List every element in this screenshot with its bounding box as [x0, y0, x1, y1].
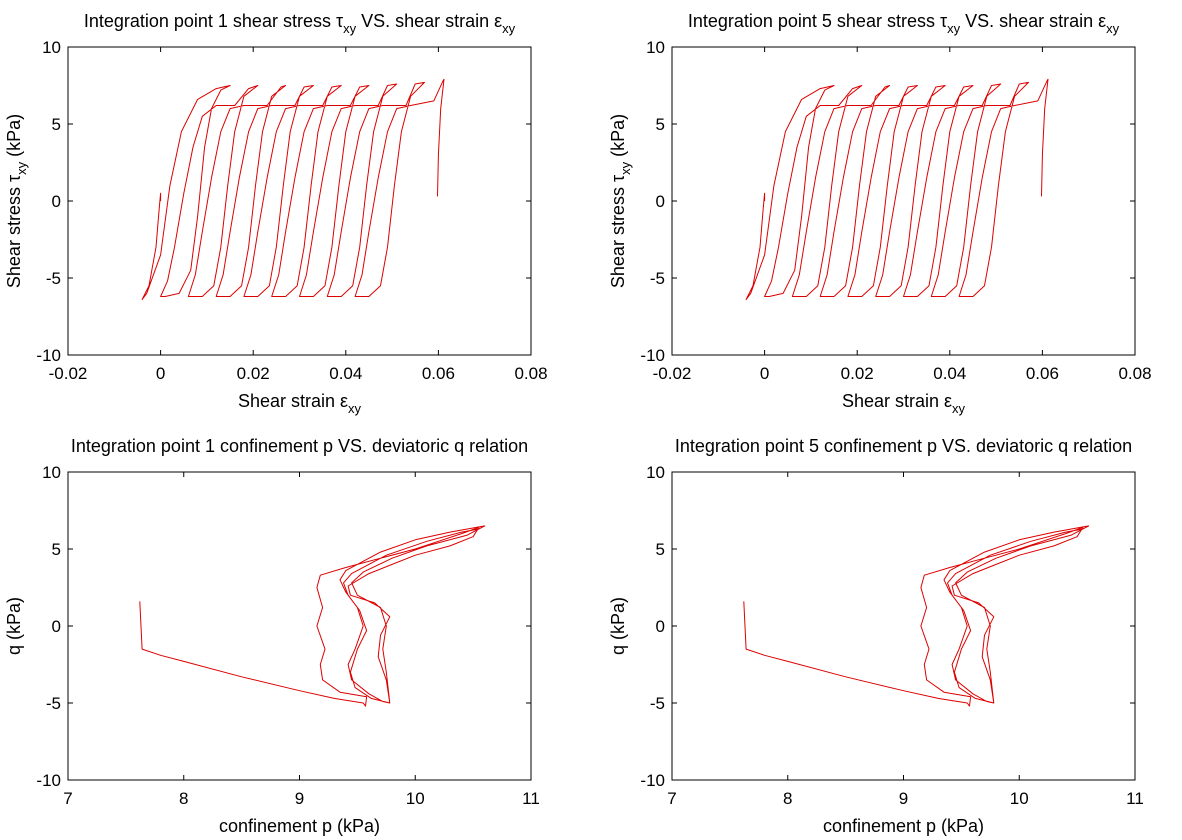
y-tick-label: -5	[46, 694, 61, 713]
text-part: Integration point 1 shear stress	[84, 11, 336, 31]
text-part: ε	[944, 391, 952, 411]
axes-frame	[671, 46, 1136, 356]
text-part: τ	[336, 11, 343, 31]
text-part: (kPa)	[4, 114, 24, 162]
x-tick-label: 7	[667, 789, 676, 808]
text-part: confinement p (kPa)	[219, 816, 380, 836]
x-axis-label: Shear strain εxy	[238, 391, 362, 416]
y-tick-label: 5	[52, 115, 61, 134]
axes-frame	[671, 471, 1136, 781]
x-tick-label: -0.02	[49, 364, 88, 383]
subscript-text: xy	[618, 161, 633, 175]
y-tick-label: -5	[650, 269, 665, 288]
chart-panel-p-q-relation-ip5: 7 8 9 10 11 -10 -5 0 5 10 Integration point 5 conf…	[608, 436, 1144, 836]
y-tick-label: 10	[646, 463, 665, 482]
x-tick-label: 9	[899, 789, 908, 808]
y-tick-label: 0	[656, 192, 665, 211]
y-tick-label: 5	[656, 540, 665, 559]
x-axis-label: confinement p (kPa)	[219, 816, 380, 836]
chart-title: Integration point 5 shear stress τxy VS.…	[688, 11, 1120, 36]
y-tick-label: 5	[52, 540, 61, 559]
y-tick-label: -10	[640, 346, 665, 365]
x-tick-label: 0.08	[1118, 364, 1151, 383]
x-tick-label: 0.02	[237, 364, 270, 383]
x-tick-label: 10	[1010, 789, 1029, 808]
text-part: Shear stress	[4, 182, 24, 288]
y-tick-label: -10	[36, 346, 61, 365]
data-series-line	[745, 78, 1049, 301]
text-part: ε	[1098, 11, 1106, 31]
data-series-line	[139, 525, 486, 707]
text-part: VS. shear strain	[356, 11, 494, 31]
subscript-text: xy	[952, 401, 966, 416]
text-part: Shear strain	[842, 391, 944, 411]
text-part: confinement p (kPa)	[823, 816, 984, 836]
subscript-text: xy	[502, 21, 516, 36]
x-tick-label: 8	[783, 789, 792, 808]
text-part: τ	[940, 11, 947, 31]
y-tick-label: 0	[52, 617, 61, 636]
y-tick-label: -10	[640, 771, 665, 790]
text-part: Integration point 1 confinement p VS. de…	[71, 436, 528, 456]
data-series-line	[743, 525, 1090, 707]
subscript-text: xy	[14, 161, 29, 175]
x-tick-label: 0	[760, 364, 769, 383]
text-part: Integration point 5 confinement p VS. de…	[675, 436, 1132, 456]
x-tick-label: 0.04	[933, 364, 966, 383]
subscript-text: xy	[343, 21, 357, 36]
x-tick-label: 0.02	[841, 364, 874, 383]
y-axis-label: Shear stress τxy (kPa)	[608, 114, 633, 288]
y-tick-label: 10	[42, 463, 61, 482]
y-tick-label: 0	[52, 192, 61, 211]
chart-title: Integration point 5 confinement p VS. de…	[675, 436, 1132, 456]
text-part: VS. shear strain	[960, 11, 1098, 31]
x-tick-label: 10	[406, 789, 425, 808]
text-part: Shear strain	[238, 391, 340, 411]
subscript-text: xy	[348, 401, 362, 416]
chart-title: Integration point 1 confinement p VS. de…	[71, 436, 528, 456]
text-part: q (kPa)	[4, 597, 24, 655]
text-part: Integration point 5 shear stress	[688, 11, 940, 31]
data-series-line	[141, 78, 445, 301]
chart-panel-shear-stress-strain-ip1: -0.02 0 0.02 0.04 0.06 0.08 -10 -5 0 5 10 Integrati…	[4, 11, 548, 416]
text-part: ε	[494, 11, 502, 31]
x-tick-label: 0.08	[514, 364, 547, 383]
subscript-text: xy	[1106, 21, 1120, 36]
x-axis-label: Shear strain εxy	[842, 391, 966, 416]
x-tick-label: 8	[179, 789, 188, 808]
x-tick-label: 7	[63, 789, 72, 808]
y-tick-label: -10	[36, 771, 61, 790]
y-tick-label: 10	[646, 38, 665, 57]
y-tick-label: 10	[42, 38, 61, 57]
subscript-text: xy	[947, 21, 961, 36]
y-tick-label: 0	[656, 617, 665, 636]
x-tick-label: 11	[1126, 789, 1144, 808]
text-part: q (kPa)	[608, 597, 628, 655]
text-part: ε	[340, 391, 348, 411]
y-tick-label: 5	[656, 115, 665, 134]
x-tick-label: 0.06	[422, 364, 455, 383]
y-axis-label: q (kPa)	[608, 597, 628, 655]
chart-title: Integration point 1 shear stress τxy VS.…	[84, 11, 516, 36]
x-tick-label: -0.02	[653, 364, 692, 383]
x-axis-label: confinement p (kPa)	[823, 816, 984, 836]
text-part: τ	[4, 175, 24, 182]
y-axis-label: Shear stress τxy (kPa)	[4, 114, 29, 288]
axes-frame	[67, 46, 532, 356]
x-tick-label: 0.04	[329, 364, 362, 383]
x-tick-label: 9	[295, 789, 304, 808]
chart-panel-p-q-relation-ip1: 7 8 9 10 11 -10 -5 0 5 10 Integration point 1 conf…	[4, 436, 540, 836]
y-tick-label: -5	[650, 694, 665, 713]
chart-panel-shear-stress-strain-ip5: -0.02 0 0.02 0.04 0.06 0.08 -10 -5 0 5 10 Integrati…	[608, 11, 1152, 416]
x-tick-label: 11	[522, 789, 540, 808]
text-part: (kPa)	[608, 114, 628, 162]
text-part: Shear stress	[608, 182, 628, 288]
text-part: τ	[608, 175, 628, 182]
y-tick-label: -5	[46, 269, 61, 288]
axes-frame	[67, 471, 532, 781]
x-tick-label: 0.06	[1026, 364, 1059, 383]
y-axis-label: q (kPa)	[4, 597, 24, 655]
x-tick-label: 0	[156, 364, 165, 383]
